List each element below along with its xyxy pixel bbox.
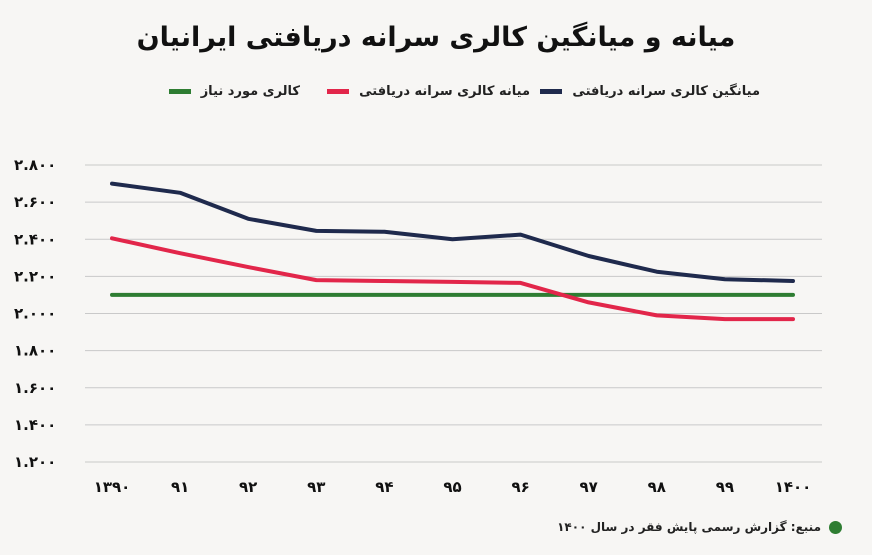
series-lines: [110, 181, 795, 322]
y-axis-tick-labels: ۲.۸۰۰ ۲.۶۰۰ ۲.۴۰۰ ۲.۲۰۰ ۲.۰۰۰ ۱.۸۰۰ ۱.۶۰۰ ۱.۴۰۰…: [14, 156, 56, 471]
legend-label-average: میانگین کالری سرانه دریافتی: [572, 84, 760, 99]
source-bullet-icon: [829, 520, 842, 534]
x-tick-label: ۹۱: [171, 478, 189, 496]
y-tick-label: ۲.۶۰۰: [14, 193, 56, 211]
legend-label-median: میانه کالری سرانه دریافتی: [359, 84, 530, 99]
legend-swatch-average: [540, 89, 563, 94]
legend-swatch-required: [168, 89, 191, 94]
x-tick-label: ۹۸: [648, 478, 666, 496]
y-tick-label: ۲.۴۰۰: [14, 230, 56, 248]
y-tick-label: ۱.۶۰۰: [14, 379, 56, 397]
source-text: منبع: گزارش رسمی پایش فقر در سال ۱۴۰۰: [557, 520, 821, 534]
x-tick-label: ۹۷: [580, 478, 598, 496]
legend-item-average: میانگین کالری سرانه دریافتی: [540, 84, 760, 99]
x-tick-label: ۹۳: [307, 478, 325, 496]
y-tick-label: ۱.۸۰۰: [14, 342, 56, 360]
series-line-average: [110, 181, 795, 283]
y-tick-label: ۱.۲۰۰: [14, 453, 56, 471]
legend-swatch-median: [327, 89, 350, 94]
x-tick-label: ۹۴: [375, 478, 393, 496]
x-tick-label: ۹۹: [716, 478, 734, 496]
x-tick-label: ۱۴۰۰: [775, 478, 812, 496]
grid-lines: [85, 164, 822, 463]
legend-label-required: کالری مورد نیاز: [200, 84, 300, 99]
y-tick-label: ۲.۲۰۰: [14, 267, 56, 285]
chart-title: میانه و میانگین کالری سرانه دریافتی ایرا…: [136, 22, 736, 53]
y-tick-label: ۲.۰۰۰: [14, 305, 56, 323]
x-axis-tick-labels: ۱۳۹۰ ۹۱ ۹۲ ۹۳ ۹۴ ۹۵ ۹۶ ۹۷ ۹۸ ۹۹ ۱۴۰۰: [94, 478, 812, 496]
x-tick-label: ۹۶: [511, 478, 529, 496]
x-tick-label: ۹۵: [443, 478, 461, 496]
y-tick-label: ۲.۸۰۰: [14, 156, 56, 174]
series-line-median: [110, 236, 795, 322]
x-tick-label: ۹۲: [239, 478, 257, 496]
x-tick-label: ۱۳۹۰: [94, 478, 131, 496]
legend-item-median: میانه کالری سرانه دریافتی: [327, 84, 530, 99]
source-note: منبع: گزارش رسمی پایش فقر در سال ۱۴۰۰: [557, 520, 842, 534]
chart-legend: میانگین کالری سرانه دریافتی میانه کالری …: [60, 84, 760, 108]
legend-item-required: کالری مورد نیاز: [168, 84, 300, 99]
y-tick-label: ۱.۴۰۰: [14, 416, 56, 434]
